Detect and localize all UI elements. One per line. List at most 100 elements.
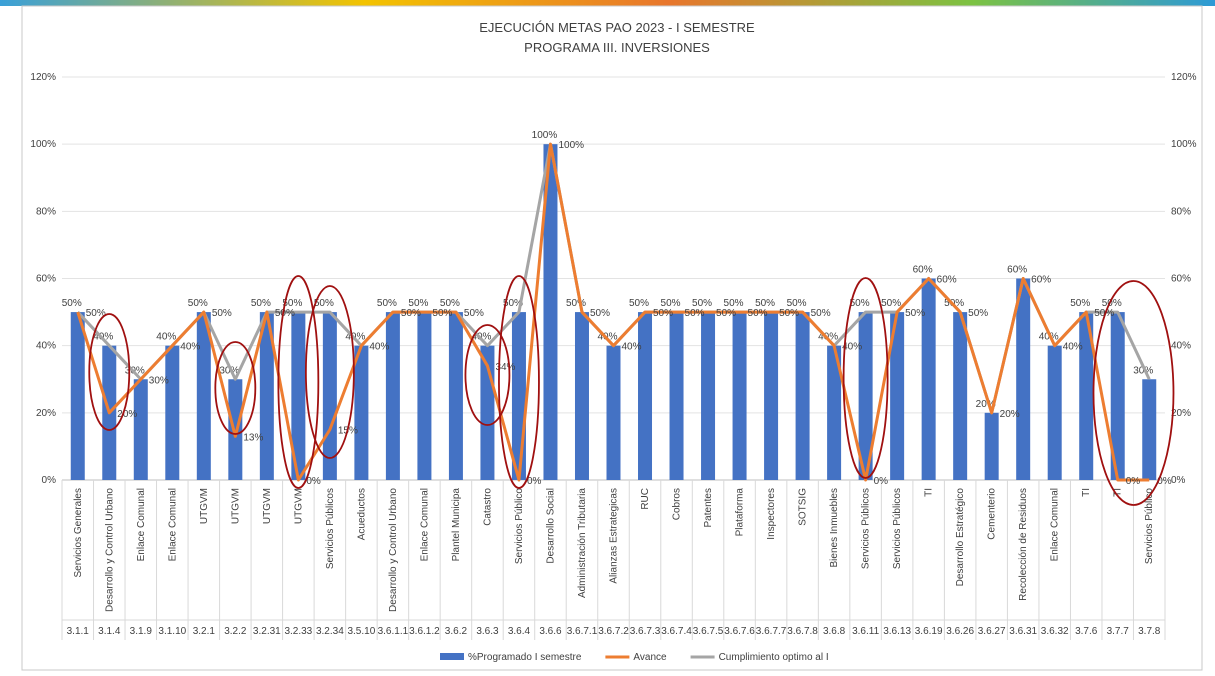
x-tick-label: RUC [640,488,651,510]
bar [921,278,936,480]
x-code-label: 3.6.8 [823,626,846,637]
x-tick-label: TI [924,488,935,497]
x-tick-label: Desarrollo Estratégico [955,488,966,587]
y-tick-label: 20% [36,408,56,419]
x-code-label: 3.6.7.2 [598,626,629,637]
x-code-label: 3.6.2 [445,626,468,637]
bar [701,312,716,480]
x-tick-label: Bienes Inmuebles [829,488,840,568]
x-tick-label: Plantel Municipa [451,488,462,562]
x-tick-label: TI [1081,488,1092,497]
bar [196,312,211,480]
bar [638,312,653,480]
x-code-label: 3.6.19 [915,626,943,637]
y-tick-label: 40% [36,341,56,352]
x-code-label: 3.5.10 [347,626,375,637]
annotation-circle [842,277,889,479]
bar [133,379,148,480]
data-label: 40% [842,342,862,353]
data-label: 50% [314,298,334,309]
data-label: 50% [661,298,681,309]
annotation-circle [214,341,257,435]
x-code-label: 3.6.6 [539,626,562,637]
x-tick-label: Desarrollo y Control Urbano [388,488,399,612]
data-label: 50% [275,308,295,319]
annotation-circle [498,275,540,489]
data-label: 50% [1094,308,1114,319]
x-tick-label: Recolección de Residuos [1018,488,1029,601]
data-label: 50% [377,298,397,309]
y-tick-label: 80% [36,206,56,217]
legend-swatch [440,653,464,660]
x-tick-label: Enlace Comunal [419,488,430,561]
data-label: 50% [1070,298,1090,309]
bar [669,312,684,480]
x-tick-label: Servicios Públicos [892,488,903,569]
chart-title: EJECUCIÓN METAS PAO 2023 - I SEMESTRE [479,20,755,35]
x-code-label: 3.1.10 [158,626,186,637]
data-label: 50% [282,298,302,309]
y2-tick-label: 80% [1171,206,1191,217]
x-code-label: 3.6.7.8 [787,626,818,637]
annotation-circle [88,313,131,431]
x-code-label: 3.6.11 [852,626,879,637]
x-code-label: 3.2.33 [284,626,312,637]
bar [827,345,842,480]
y-tick-label: 60% [36,274,56,285]
annotation-circle [277,275,320,489]
x-tick-label: UTGVM [293,488,304,524]
bar [1110,312,1125,480]
data-label: 0% [1157,476,1172,487]
x-tick-label: Patentes [703,488,714,527]
data-label: 34% [495,362,515,373]
data-label: 20% [117,409,137,420]
banner [0,0,1215,6]
bar [165,345,180,480]
legend-label: Avance [633,652,667,663]
line [76,142,1150,482]
x-code-label: 3.6.7.6 [724,626,755,637]
data-label: 0% [527,476,542,487]
data-label: 50% [692,298,712,309]
x-code-label: 3.6.7.7 [756,626,787,637]
x-code-label: 3.2.31 [253,626,281,637]
data-label: 30% [1133,365,1153,376]
y2-tick-label: 40% [1171,341,1191,352]
x-code-label: 3.2.34 [316,626,344,637]
x-tick-label: Acueductos [356,488,367,540]
data-label: 50% [408,298,428,309]
x-tick-label: Catastro [482,488,493,526]
x-tick-label: SOTSIG [798,488,809,526]
data-label: 13% [243,432,263,443]
x-code-label: 3.6.31 [1009,626,1037,637]
data-label: 50% [251,298,271,309]
data-label: 50% [566,298,586,309]
x-tick-label: Plataforma [735,488,746,537]
annotation-circle [464,324,511,426]
bar [511,312,526,480]
frame [21,5,1203,671]
x-tick-label: Servicios Públicos [325,488,336,569]
x-code-label: 3.2.2 [224,626,247,637]
bar [70,312,85,480]
data-label: 100% [532,130,558,141]
bar [354,345,369,480]
data-label: 40% [1039,332,1059,343]
data-label: 50% [787,298,807,309]
bar [259,312,274,480]
data-label: 50% [811,308,831,319]
x-code-label: 3.6.13 [883,626,911,637]
data-label: 50% [881,298,901,309]
data-label: 0% [306,476,321,487]
data-label: 50% [503,298,523,309]
data-label: 50% [440,298,460,309]
data-label: 60% [1031,275,1051,286]
data-label: 40% [1063,342,1083,353]
legend-label: Cumplimiento optimo al I [719,652,829,663]
x-code-label: 3.1.9 [130,626,153,637]
data-label: 40% [156,332,176,343]
bar [732,312,747,480]
bar [795,312,810,480]
y-tick-label: 0% [42,475,57,486]
